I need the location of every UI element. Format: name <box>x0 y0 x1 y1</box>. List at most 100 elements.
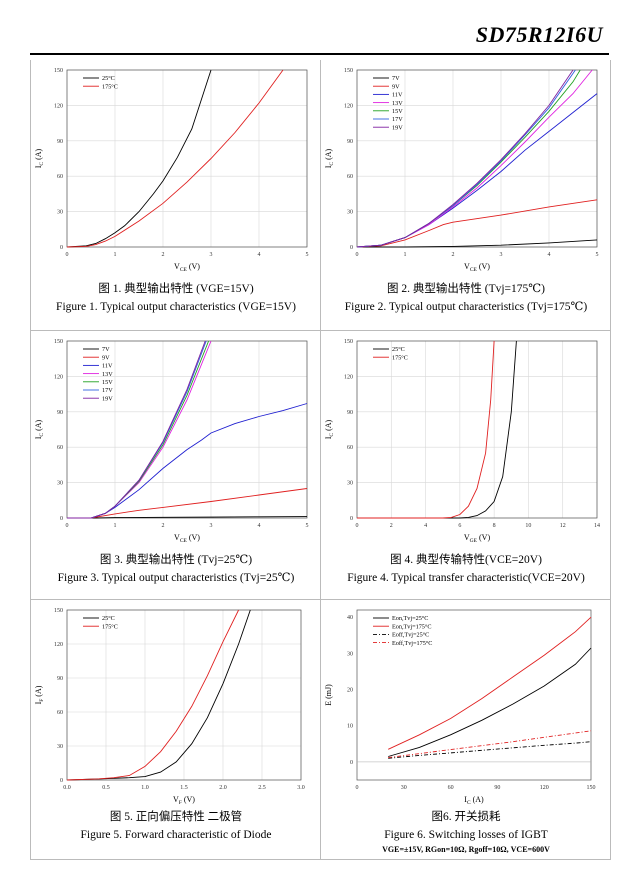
x-tick-label: 1.0 <box>141 785 149 791</box>
x-axis-label: VCE (V) <box>174 262 200 273</box>
x-tick-label: 5 <box>306 252 309 258</box>
legend-label: Eon,Tvj=25°C <box>392 615 428 622</box>
y-axis-label: IC (A) <box>324 419 335 439</box>
figure-5: 0.0 0.5 1.0 1.5 2.0 2.5 3.0 0 30 60 90 120 150 VF (V)… <box>31 600 321 860</box>
figure-caption-cn: 图 4. 典型传输特性(VCE=20V) <box>390 554 542 566</box>
series-line-3 <box>388 741 592 759</box>
x-tick-label: 2 <box>390 523 393 529</box>
y-axis-label: E (mJ) <box>324 684 333 706</box>
series-line-3 <box>67 403 308 519</box>
figure-caption-cn: 图 2. 典型输出特性 (Tvj=175℃) <box>387 283 545 295</box>
y-tick-label: 30 <box>57 210 63 216</box>
plot-frame <box>66 340 308 519</box>
series-line-1 <box>67 516 308 519</box>
legend-label: 175°C <box>392 354 408 361</box>
x-tick-label: 2 <box>452 252 455 258</box>
figure-2: 0 1 2 3 4 5 0 30 60 90 120 150 VCE (V) IC (A) 7V 9V 11V 1… <box>321 60 611 331</box>
x-axis-label: VGE (V) <box>464 533 491 544</box>
y-axis-label: IC (A) <box>34 148 45 168</box>
figure-5-chart: 0.0 0.5 1.0 1.5 2.0 2.5 3.0 0 30 60 90 120 150 VF (V)… <box>34 608 305 806</box>
legend-label: 175°C <box>102 83 118 90</box>
legend-label: 25°C <box>102 615 115 622</box>
plot-frame <box>66 69 308 248</box>
y-tick-label: 150 <box>344 339 353 345</box>
y-tick-label: 0 <box>350 245 353 251</box>
figure-4: 0 2 4 6 8 10 12 14 0 30 60 90 120 150 VGE (V) IC (A) 25°… <box>321 331 611 600</box>
y-tick-label: 30 <box>347 481 353 487</box>
page-header: SD75R12I6U <box>0 0 639 60</box>
y-tick-label: 120 <box>54 374 63 380</box>
series-line-1 <box>66 609 251 781</box>
x-axis-label: VF (V) <box>173 795 195 806</box>
figure-caption-en: Figure 1. Typical output characteristics… <box>56 301 296 313</box>
x-tick-label: 2 <box>162 523 165 529</box>
figure-6-chart: 0 30 60 90 120 150 0 10 20 30 40 IC (A) E (mJ) Eon,Tv… <box>324 609 596 806</box>
legend-label: 17V <box>102 387 113 394</box>
y-tick-label: 40 <box>347 615 353 621</box>
y-tick-label: 120 <box>344 103 353 109</box>
plot-frame <box>66 609 302 781</box>
y-tick-label: 60 <box>57 174 63 180</box>
series-line-2 <box>388 616 592 750</box>
legend-label: 11V <box>392 92 403 99</box>
y-tick-label: 0 <box>350 760 353 766</box>
y-axis-label: IC (A) <box>324 148 335 168</box>
x-tick-label: 8 <box>493 523 496 529</box>
x-tick-label: 5 <box>306 523 309 529</box>
x-tick-label: 2.0 <box>219 785 227 791</box>
figure-caption-cn: 图6. 开关损耗 <box>431 811 501 823</box>
x-tick-label: 0.5 <box>102 785 110 791</box>
x-tick-label: 150 <box>587 785 596 791</box>
x-tick-label: 4 <box>258 252 261 258</box>
legend-label: 9V <box>392 83 400 90</box>
legend-label: 11V <box>102 363 113 370</box>
x-tick-label: 4 <box>424 523 427 529</box>
figure-caption-cn: 图 1. 典型输出特性 (VGE=15V) <box>98 283 254 295</box>
series-line-1 <box>388 647 592 757</box>
x-tick-label: 5 <box>596 252 599 258</box>
legend-label: 175°C <box>102 623 118 630</box>
y-tick-label: 90 <box>57 676 63 682</box>
figure-caption-en: Figure 6. Switching losses of IGBT <box>384 829 548 841</box>
x-tick-label: 3 <box>500 252 503 258</box>
y-tick-label: 30 <box>347 651 353 657</box>
figure-4-chart: 0 2 4 6 8 10 12 14 0 30 60 90 120 150 VGE (V) IC (A) 25°… <box>324 339 600 544</box>
series-line-1 <box>357 340 517 519</box>
series-line-1 <box>66 69 212 248</box>
y-tick-label: 20 <box>347 688 353 694</box>
x-tick-label: 4 <box>258 523 261 529</box>
x-tick-label: 3 <box>210 523 213 529</box>
x-tick-label: 14 <box>594 523 600 529</box>
figure-caption-en: Figure 3. Typical output characteristics… <box>57 572 295 584</box>
series-line-7 <box>67 340 206 519</box>
figure-1: 0 1 2 3 4 5 0 30 60 90 120 150 VCE (V) IC (A) 25°C 175°… <box>31 60 321 331</box>
figure-caption-cn: 图 5. 正向偏压特性 二极管 <box>109 811 243 823</box>
y-tick-label: 30 <box>57 744 63 750</box>
figure-grid: 0 1 2 3 4 5 0 30 60 90 120 150 VCE (V) IC (A) 25°C 175°… <box>30 60 611 860</box>
figure-6: 0 30 60 90 120 150 0 10 20 30 40 IC (A) E (mJ) Eon,Tv… <box>321 600 611 860</box>
x-tick-label: 0 <box>356 785 359 791</box>
y-tick-label: 90 <box>347 139 353 145</box>
legend-label: 25°C <box>102 75 115 82</box>
legend-label: 9V <box>102 354 110 361</box>
y-tick-label: 60 <box>57 710 63 716</box>
x-axis-label: VCE (V) <box>174 533 200 544</box>
x-tick-label: 10 <box>525 523 531 529</box>
figure-caption-en: Figure 2. Typical output characteristics… <box>344 301 588 313</box>
series-line-2 <box>67 488 308 519</box>
y-axis-label: IC (A) <box>34 419 45 439</box>
x-tick-label: 1 <box>114 252 117 258</box>
x-tick-label: 0 <box>66 252 69 258</box>
x-axis-label: VCE (V) <box>464 262 490 273</box>
series-line-2 <box>357 340 495 519</box>
legend-label: 7V <box>102 346 110 353</box>
legend-label: Eoff,Tvj=175°C <box>392 640 432 647</box>
legend-label: 25°C <box>392 346 405 353</box>
x-tick-label: 12 <box>560 523 566 529</box>
x-tick-label: 0 <box>356 523 359 529</box>
legend-label: 15V <box>102 379 113 386</box>
series-line-7 <box>356 69 574 248</box>
figure-caption-conditions: VGE=±15V, RGon=10Ω, Rgoff=10Ω, VCE=600V <box>382 845 550 854</box>
